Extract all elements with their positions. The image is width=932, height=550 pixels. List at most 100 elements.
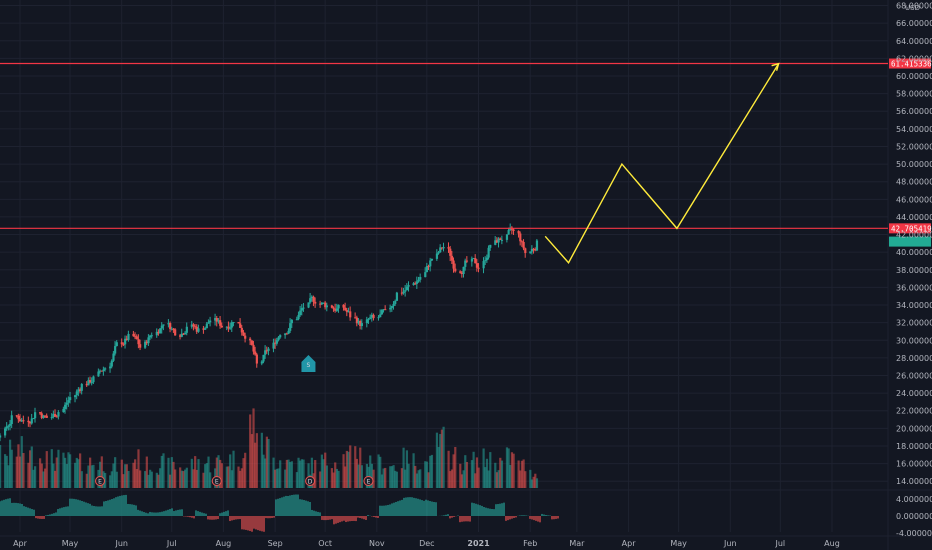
volume-bar (530, 479, 534, 488)
candle-body (190, 324, 193, 327)
candle-body (319, 303, 322, 305)
volume-bar (512, 453, 515, 488)
projection-line (544, 63, 780, 264)
candle-body (79, 389, 82, 391)
volume-bar (124, 464, 127, 488)
candle-body (202, 328, 205, 330)
volume-bar (80, 471, 83, 488)
volume-bar (320, 454, 323, 488)
volume-bar (295, 472, 298, 488)
volume-bar (75, 457, 78, 488)
event-marker-3 (363, 476, 374, 486)
candle-body (300, 308, 303, 311)
split-marker (301, 355, 316, 372)
candle-body (240, 327, 243, 333)
candle-body (232, 322, 235, 324)
volume-bar (225, 466, 228, 488)
candle-body (530, 248, 534, 252)
candle-body (505, 234, 509, 240)
candle-body (535, 240, 539, 251)
volume-bar (65, 463, 68, 488)
time-axis[interactable]: Apr May Jun Jul Aug Sep Oct Nov Dec 2021 Feb Mar Apr… (13, 539, 840, 548)
candle-body (390, 306, 394, 308)
volume-bar (4, 454, 7, 488)
candle-body (74, 395, 77, 398)
time-tick-1: May (62, 539, 79, 548)
candle-body (220, 325, 223, 328)
price-axis[interactable]: 14.000000 16.000000 18.000000 20.000000 22.0… (896, 2, 932, 538)
candle-body (52, 413, 55, 418)
candle-body (22, 420, 25, 422)
candle-body (194, 326, 197, 328)
volume-bar (9, 439, 12, 488)
volume-bar (360, 465, 364, 488)
price-tick-4: 22.000000 (896, 407, 932, 416)
candle-body (497, 238, 500, 243)
candle-body (87, 380, 90, 386)
volume-bar (232, 450, 235, 488)
volume-bar (332, 472, 335, 488)
candle-body (289, 323, 292, 331)
candle-body (357, 321, 360, 324)
price-tick-15: 44.000000 (896, 213, 932, 222)
volume-bar (182, 471, 185, 488)
candle-body (302, 307, 305, 309)
candle-body (332, 307, 335, 309)
candle-body (32, 418, 35, 420)
price-tick-7: 28.000000 (896, 354, 932, 363)
candle-body (395, 292, 399, 301)
candle-body (295, 319, 298, 321)
candle-body (169, 323, 172, 329)
volume-bar (202, 472, 205, 488)
volume-bar (230, 470, 233, 488)
volume-bar (67, 452, 70, 488)
candle-body (157, 331, 160, 334)
event-markers: E E D E S (95, 355, 374, 486)
price-tick-21: 56.000000 (896, 107, 932, 116)
volume-bar (424, 461, 427, 488)
volume-bar (197, 459, 200, 488)
candle-body (159, 328, 162, 334)
candle-body (160, 325, 163, 329)
volume-bar (29, 450, 32, 488)
candle-body (150, 335, 153, 337)
candle-body (377, 317, 380, 319)
volume-bar (277, 468, 280, 488)
candle-body (204, 328, 207, 330)
volume-bar (250, 434, 253, 488)
volume-bar (260, 432, 263, 488)
volume-bar (377, 454, 380, 488)
volume-bar (279, 460, 282, 488)
price-tick-20: 54.000000 (896, 125, 932, 134)
candle-body (520, 241, 524, 243)
volume-bar (485, 458, 489, 488)
volume-bar (275, 468, 278, 488)
volume-bar (290, 461, 293, 488)
volume-bar (310, 457, 313, 488)
volume-bar (215, 457, 218, 488)
price-tick-17: 48.000000 (896, 178, 932, 187)
projection-path (544, 62, 780, 264)
candle-body (459, 271, 462, 273)
candle-body (287, 330, 290, 334)
volume-bar (239, 470, 242, 488)
candle-body (89, 380, 92, 383)
candle-body (435, 253, 439, 259)
volume-bar (389, 466, 392, 488)
projection-arrowhead (771, 62, 780, 71)
volume-bar (205, 463, 208, 488)
volume-bar (324, 452, 327, 488)
price-tick-13: 40.000000 (896, 248, 932, 257)
candle-body (170, 328, 173, 330)
volume-bar (249, 414, 252, 488)
candle-body (44, 415, 47, 417)
candle-body (290, 319, 293, 324)
candle-body (57, 412, 60, 417)
candle-body (139, 344, 142, 348)
horizontal-levels: 61.415336 42.705419 (0, 58, 932, 247)
candle-body (384, 309, 387, 311)
candle-body (314, 301, 317, 304)
price-tick-5: 24.000000 (896, 389, 932, 398)
candle-body (440, 247, 444, 249)
candle-body (344, 307, 347, 311)
